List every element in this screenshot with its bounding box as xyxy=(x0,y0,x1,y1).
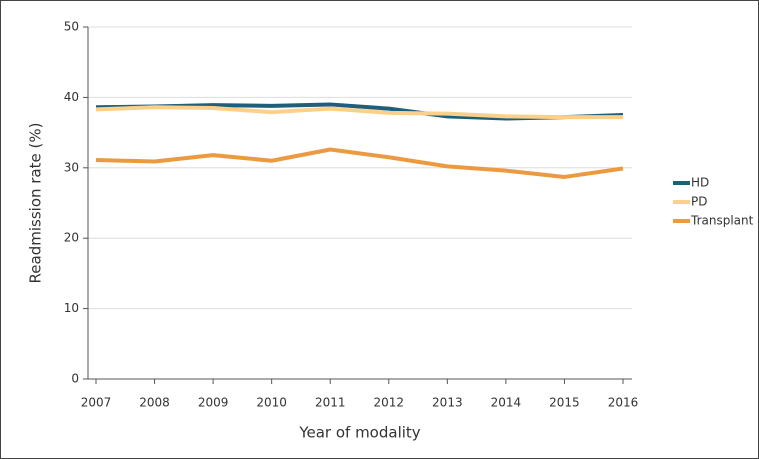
y-tick-label: 20 xyxy=(64,231,79,245)
legend-label: PD xyxy=(691,195,707,209)
x-tick-label: 2013 xyxy=(432,396,463,410)
y-tick-label: 30 xyxy=(64,160,79,174)
x-tick-label: 2015 xyxy=(549,396,580,410)
y-axis-label: Readmission rate (%) xyxy=(27,123,45,284)
y-tick-label: 10 xyxy=(64,301,79,315)
x-tick-label: 2014 xyxy=(491,396,522,410)
legend-label: Transplant xyxy=(690,214,754,228)
x-tick-label: 2012 xyxy=(374,396,405,410)
y-tick-label: 0 xyxy=(71,372,79,386)
series-line xyxy=(95,105,623,120)
series-line xyxy=(95,147,624,179)
x-tick-label: 2010 xyxy=(256,396,287,410)
x-axis-label: Year of modality xyxy=(298,424,420,442)
x-tick-label: 2008 xyxy=(139,396,170,410)
x-tick-label: 2007 xyxy=(81,396,112,410)
y-tick-label: 50 xyxy=(64,20,79,34)
x-tick-label: 2016 xyxy=(608,396,639,410)
x-tick-label: 2011 xyxy=(315,396,346,410)
x-tick-label: 2009 xyxy=(198,396,229,410)
y-tick-label: 40 xyxy=(64,90,79,104)
legend-label: HD xyxy=(691,176,709,190)
